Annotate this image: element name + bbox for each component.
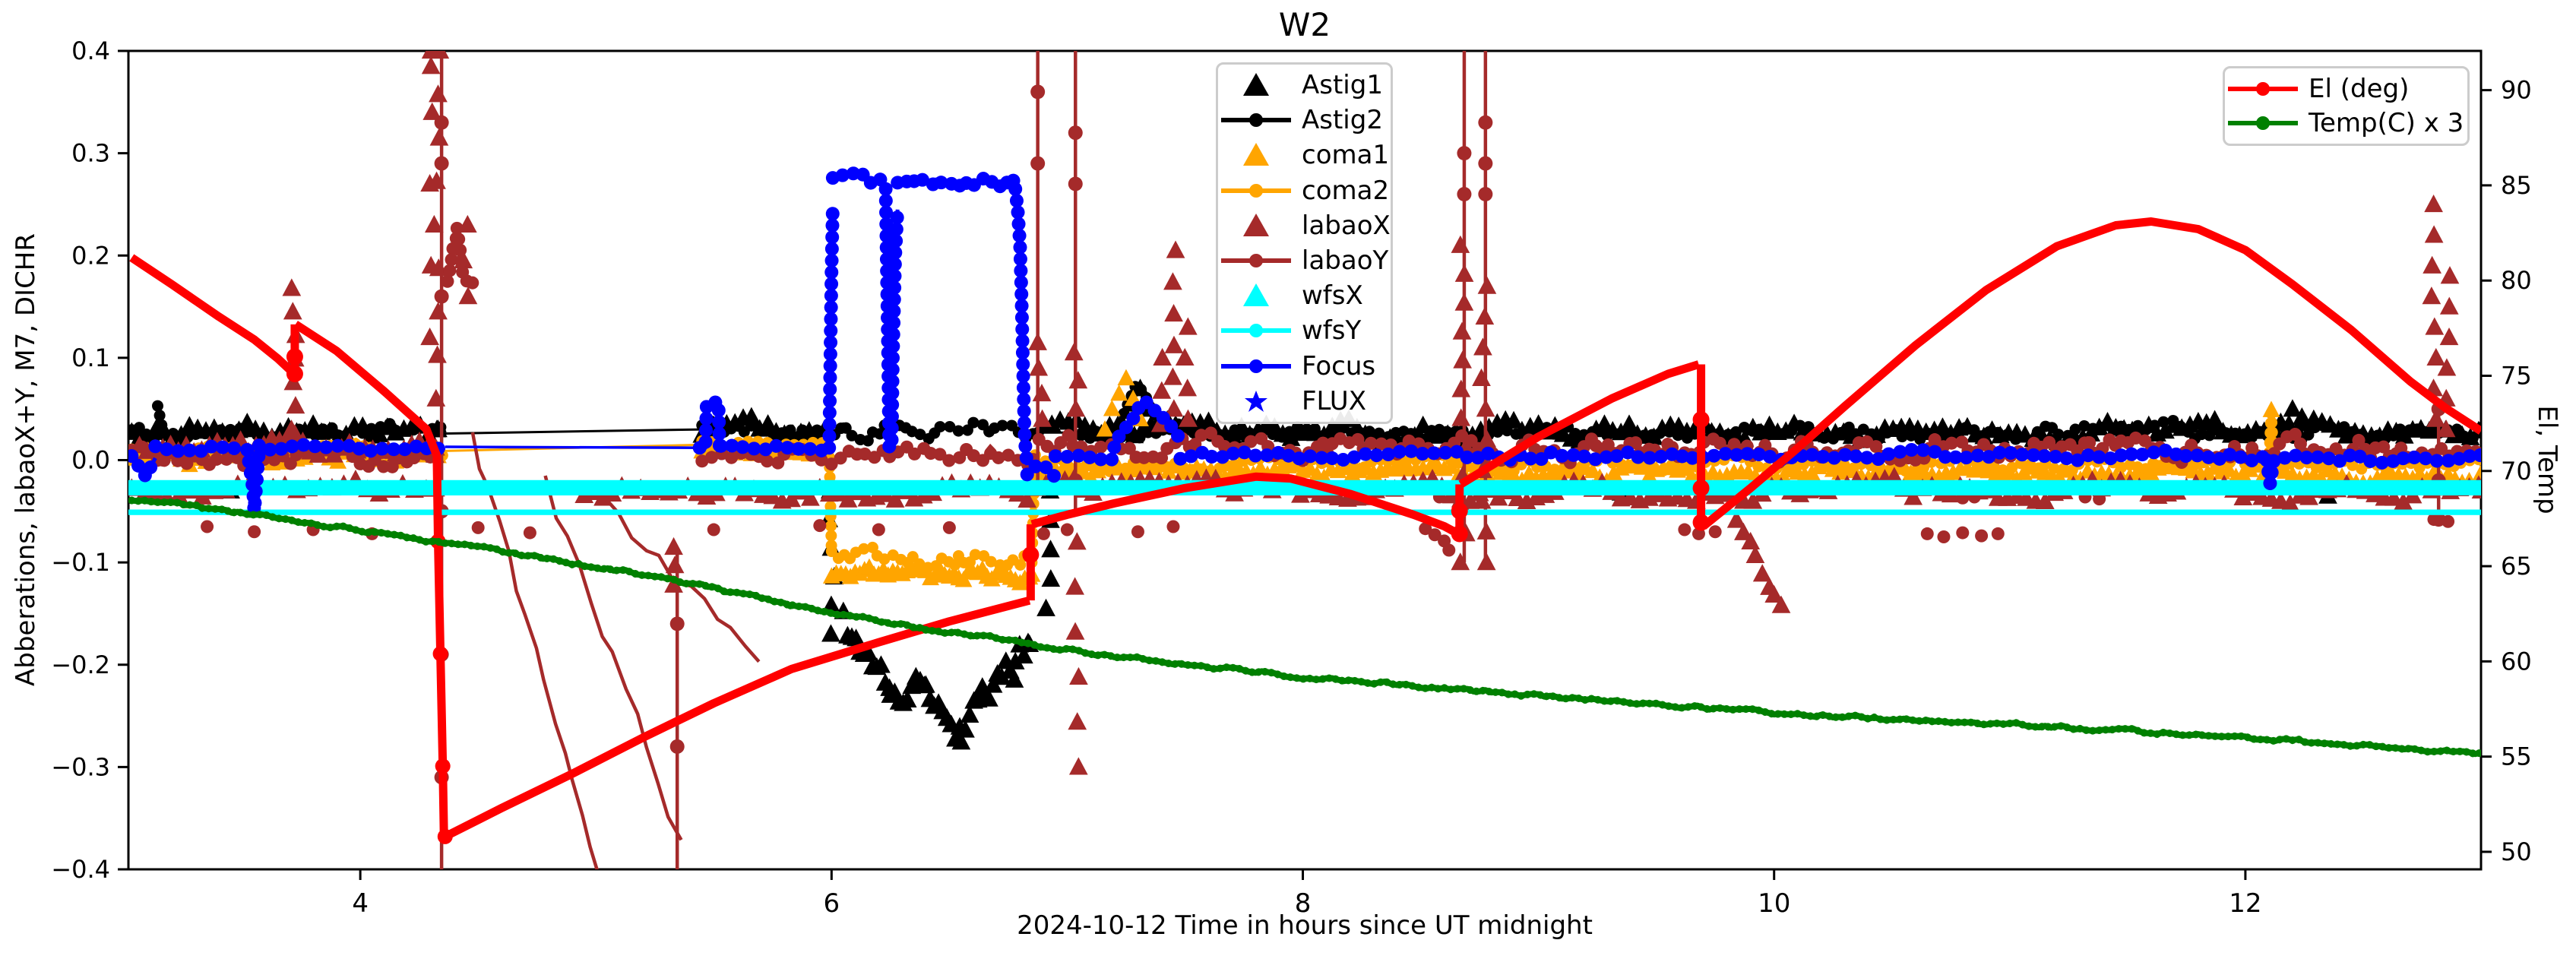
- svg-text:−0.3: −0.3: [51, 752, 110, 781]
- svg-text:8: 8: [1295, 888, 1312, 919]
- svg-text:90: 90: [2501, 76, 2532, 105]
- legend-right-item-temp-c-x-3: Temp(C) x 3: [2225, 106, 2467, 140]
- legend-right-item-el-deg-: El (deg): [2225, 72, 2467, 106]
- legend-item-label: FLUX: [1302, 385, 1366, 416]
- legend-item-label: labaoX: [1302, 210, 1391, 241]
- legend-main-item-astig1: Astig1: [1218, 68, 1391, 102]
- legend-main-item-flux: FLUX: [1218, 385, 1391, 418]
- svg-text:65: 65: [2501, 552, 2532, 581]
- svg-text:0.2: 0.2: [71, 241, 110, 270]
- legend-line-marker-icon: [1221, 254, 1291, 268]
- svg-text:70: 70: [2501, 457, 2532, 486]
- legend-line-marker-icon: [1221, 324, 1291, 338]
- legend-line-marker-icon: [1221, 359, 1291, 373]
- legend-main-item-coma2: coma2: [1218, 174, 1391, 207]
- legend-item-label: Focus: [1302, 350, 1376, 381]
- svg-text:4: 4: [352, 888, 369, 919]
- legend-main-item-labaox: labaoX: [1218, 209, 1391, 242]
- svg-text:75: 75: [2501, 361, 2532, 390]
- legend-item-label: Astig2: [1302, 105, 1383, 136]
- legend-triangle-marker-icon: [1243, 283, 1269, 307]
- legend-item-label: Temp(C) x 3: [2309, 108, 2464, 139]
- svg-text:12: 12: [2229, 888, 2261, 919]
- svg-text:−0.4: −0.4: [51, 855, 110, 884]
- legend-item-label: coma2: [1302, 175, 1390, 206]
- svg-text:0.4: 0.4: [71, 36, 110, 65]
- legend-main-item-focus: Focus: [1218, 350, 1391, 383]
- legend-item-label: wfsX: [1302, 280, 1363, 312]
- legend-item-label: El (deg): [2309, 73, 2410, 104]
- svg-text:60: 60: [2501, 647, 2532, 676]
- legend-main-item-coma1: coma1: [1218, 138, 1391, 172]
- legend-triangle-marker-icon: [1243, 143, 1269, 166]
- svg-text:10: 10: [1758, 888, 1790, 919]
- legend-main-item-wfsx: wfsX: [1218, 279, 1391, 312]
- svg-text:0.0: 0.0: [71, 446, 110, 475]
- chart-title: W2: [1278, 6, 1331, 43]
- svg-text:0.3: 0.3: [71, 139, 110, 168]
- svg-text:6: 6: [824, 888, 840, 919]
- svg-text:−0.1: −0.1: [51, 548, 110, 577]
- legend-triangle-marker-icon: [1243, 73, 1269, 97]
- svg-text:55: 55: [2501, 742, 2532, 771]
- legend-item-label: Astig1: [1302, 70, 1383, 101]
- svg-text:85: 85: [2501, 171, 2532, 200]
- legend-item-label: labaoY: [1302, 245, 1389, 277]
- svg-text:80: 80: [2501, 266, 2532, 295]
- svg-text:−0.2: −0.2: [51, 650, 110, 679]
- legend-triangle-marker-icon: [1243, 213, 1269, 236]
- legend-item-label: wfsY: [1302, 315, 1362, 347]
- legend-star-marker-icon: [1245, 390, 1267, 412]
- legend-el-temp: El (deg) Temp(C) x 3: [2223, 66, 2470, 146]
- legend-line-marker-icon: [2228, 116, 2298, 131]
- legend-main: Astig1 Astig2 coma1 coma2 labaoX labaoY wfsX wf…: [1216, 62, 1393, 424]
- legend-item-label: coma1: [1302, 140, 1390, 171]
- legend-line-marker-icon: [1221, 113, 1291, 128]
- svg-text:0.1: 0.1: [71, 343, 110, 372]
- legend-line-marker-icon: [1221, 183, 1291, 198]
- svg-text:50: 50: [2501, 837, 2532, 866]
- legend-main-item-astig2: Astig2: [1218, 103, 1391, 137]
- legend-main-item-wfsy: wfsY: [1218, 314, 1391, 347]
- legend-line-marker-icon: [2228, 81, 2298, 96]
- legend-main-item-labaoy: labaoY: [1218, 244, 1391, 277]
- x-axis-label: 2024-10-12 Time in hours since UT midnig…: [1017, 910, 1593, 941]
